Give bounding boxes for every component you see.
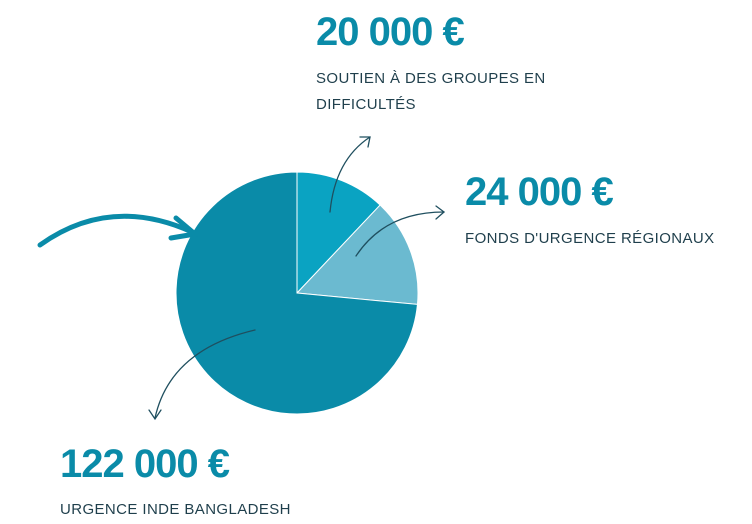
arrow [355, 211, 445, 257]
arrow [154, 329, 256, 419]
pie-slice [296, 171, 381, 295]
arrow-head [148, 409, 162, 421]
value-label: 20 000 € [316, 10, 465, 54]
value-label: 24 000 € [465, 170, 614, 214]
big-arrow-head [168, 215, 201, 241]
category-label: SOUTIEN À DES GROUPES EN DIFFICULTÉS [316, 70, 546, 113]
arrow-head [359, 136, 371, 148]
pie [175, 171, 419, 415]
arrow [329, 136, 371, 213]
category-label: FONDS D'URGENCE RÉGIONAUX [465, 230, 715, 247]
arrow-head [435, 205, 446, 220]
pie-slice [175, 171, 419, 415]
arrows [37, 136, 446, 421]
value-label: 122 000 € [60, 442, 230, 486]
big-arrow [37, 213, 195, 248]
category-label: URGENCE INDE BANGLADESH [60, 501, 291, 518]
